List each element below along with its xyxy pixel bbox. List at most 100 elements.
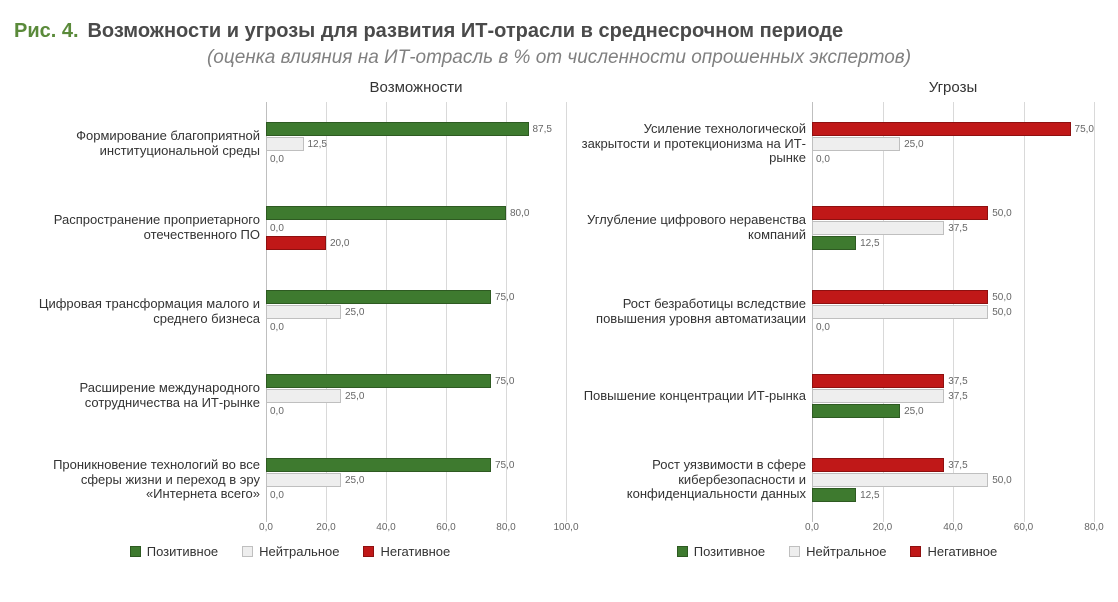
bar-negative xyxy=(812,458,944,472)
bar-negative xyxy=(266,236,326,250)
bar-negative xyxy=(812,206,988,220)
bar-neutral xyxy=(812,137,900,151)
value-label: 12,5 xyxy=(860,490,879,501)
legend-swatch xyxy=(363,546,374,557)
bar-group: 87,512,50,0 xyxy=(266,122,566,166)
legend-swatch xyxy=(242,546,253,557)
gridline xyxy=(566,102,567,522)
gridline xyxy=(1094,102,1095,522)
category-label: Повышение концентрации ИТ-рынка xyxy=(580,354,806,438)
bar-group: 75,025,00,0 xyxy=(266,458,566,502)
legend-swatch xyxy=(789,546,800,557)
legend-item-neutral: Нейтральное xyxy=(242,544,339,559)
legend-label: Нейтральное xyxy=(259,544,339,559)
value-label: 75,0 xyxy=(495,292,514,303)
bar-positive xyxy=(812,236,856,250)
category-label: Расширение международного сотрудничества… xyxy=(14,354,260,438)
value-label: 37,5 xyxy=(948,391,967,402)
panel-threats: Угрозы Усиление технологической закрытост… xyxy=(580,79,1094,559)
value-label: 37,5 xyxy=(948,376,967,387)
value-label: 75,0 xyxy=(495,460,514,471)
value-label: 50,0 xyxy=(992,292,1011,303)
chart-panels: Возможности Формирование благоприятной ин… xyxy=(14,79,1104,559)
value-label: 75,0 xyxy=(1075,124,1094,135)
legend-swatch xyxy=(677,546,688,557)
panel-opportunities: Возможности Формирование благоприятной ин… xyxy=(14,79,566,559)
value-label: 37,5 xyxy=(948,223,967,234)
category-label: Углубление цифрового неравенства компани… xyxy=(580,186,806,270)
bar-group: 50,0 37,5 12,5 xyxy=(812,206,1094,250)
value-label: 0,0 xyxy=(816,322,830,333)
x-tick-label: 20,0 xyxy=(873,522,892,533)
bar-negative xyxy=(812,290,988,304)
x-tick-label: 100,0 xyxy=(553,522,578,533)
bar-neutral xyxy=(812,473,988,487)
bar-neutral xyxy=(266,305,341,319)
figure-title-text: Возможности и угрозы для развития ИТ-отр… xyxy=(87,20,843,42)
value-label: 0,0 xyxy=(270,223,284,234)
value-label: 75,0 xyxy=(495,376,514,387)
value-label: 0,0 xyxy=(270,406,284,417)
bar-negative xyxy=(812,374,944,388)
value-label: 50,0 xyxy=(992,307,1011,318)
legend-item-negative: Негативное xyxy=(910,544,997,559)
category-label: Рост уязвимости в сфере кибербезопасност… xyxy=(580,438,806,522)
legend-label: Позитивное xyxy=(147,544,218,559)
x-tick-label: 20,0 xyxy=(316,522,335,533)
bar-group: 75,0 25,0 0,0 xyxy=(266,290,566,334)
x-tick-label: 60,0 xyxy=(1014,522,1033,533)
bar-group: 75,025,00,0 xyxy=(812,122,1094,166)
bar-positive xyxy=(266,206,506,220)
x-tick-label: 40,0 xyxy=(943,522,962,533)
legend-item-positive: Позитивное xyxy=(130,544,218,559)
value-label: 12,5 xyxy=(860,238,879,249)
category-label: Проникновение технологий во все сферы жи… xyxy=(14,438,260,522)
value-label: 20,0 xyxy=(330,238,349,249)
bar-group: 37,5 50,0 12,5 xyxy=(812,458,1094,502)
bar-negative xyxy=(812,122,1071,136)
legend-item-neutral: Нейтральное xyxy=(789,544,886,559)
category-label: Формирование благоприятной институционал… xyxy=(14,102,260,186)
bar-positive xyxy=(266,290,491,304)
bar-neutral xyxy=(812,389,944,403)
category-label: Цифровая трансформация малого и среднего… xyxy=(14,270,260,354)
value-label: 87,5 xyxy=(533,124,552,135)
value-label: 25,0 xyxy=(345,391,364,402)
bar-neutral xyxy=(812,221,944,235)
value-label: 25,0 xyxy=(904,139,923,150)
bar-neutral xyxy=(266,137,304,151)
value-label: 25,0 xyxy=(345,475,364,486)
x-tick-label: 60,0 xyxy=(436,522,455,533)
x-tick-label: 80,0 xyxy=(496,522,515,533)
bar-positive xyxy=(812,404,900,418)
legend-item-negative: Негативное xyxy=(363,544,450,559)
category-label: Распространение проприетарного отечестве… xyxy=(14,186,260,270)
value-label: 0,0 xyxy=(270,154,284,165)
value-label: 50,0 xyxy=(992,475,1011,486)
legend: Позитивное Нейтральное Негативное xyxy=(580,544,1094,559)
panel-title: Возможности xyxy=(14,79,566,96)
legend-label: Негативное xyxy=(380,544,450,559)
figure-number: Рис. 4. xyxy=(14,20,79,42)
value-label: 0,0 xyxy=(270,322,284,333)
category-label: Рост безработицы вследствие повышения ур… xyxy=(580,270,806,354)
bar-neutral xyxy=(266,473,341,487)
category-label: Усиление технологической закрытости и пр… xyxy=(580,102,806,186)
legend-label: Позитивное xyxy=(694,544,765,559)
panel-title: Угрозы xyxy=(580,79,1094,96)
bar-group: 75,0 25,0 0,0 xyxy=(266,374,566,418)
value-label: 37,5 xyxy=(948,460,967,471)
x-tick-label: 0,0 xyxy=(259,522,273,533)
figure-title: Рис. 4. Возможности и угрозы для развити… xyxy=(14,8,1104,45)
legend-swatch xyxy=(910,546,921,557)
legend: Позитивное Нейтральное Негативное xyxy=(14,544,566,559)
bar-group: 80,00,020,0 xyxy=(266,206,566,250)
value-label: 50,0 xyxy=(992,208,1011,219)
x-tick-label: 80,0 xyxy=(1084,522,1103,533)
bar-positive xyxy=(812,488,856,502)
bar-positive xyxy=(266,122,529,136)
legend-label: Нейтральное xyxy=(806,544,886,559)
value-label: 25,0 xyxy=(904,406,923,417)
value-label: 25,0 xyxy=(345,307,364,318)
legend-item-positive: Позитивное xyxy=(677,544,765,559)
